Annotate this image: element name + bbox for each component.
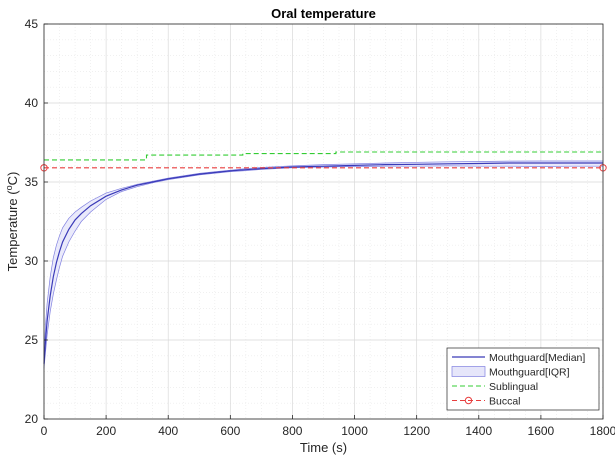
x-tick-label: 1800 [590,424,615,438]
y-axis-label: Temperature (oC) [4,172,20,272]
legend-box [446,347,600,411]
y-axis-ticks: 20 25 30 35 40 45 [25,17,48,426]
y-axis-label-main: Temperature ( [5,190,20,272]
legend-label: Mouthguard[Median] [489,352,585,364]
legend-label: Buccal [489,396,521,408]
sublingual-line [44,151,603,161]
legend-label: Sublingual [489,381,538,393]
x-axis-ticks: 0 200 400 600 800 1000 1200 1400 1600 1800 [41,415,615,438]
x-tick-label: 1200 [403,424,430,438]
x-tick-label: 800 [282,424,302,438]
iqr-lower-edge [43,165,603,369]
legend-swatch-buccal-marker [464,396,473,405]
chart-title: Oral temperature [271,6,376,21]
x-tick-label: 1000 [341,424,368,438]
x-tick-label: 0 [41,424,48,438]
legend-label: Mouthguard[IQR] [489,367,570,379]
x-tick-label: 1400 [465,424,492,438]
iqr-upper-edge [43,160,603,356]
y-tick-label: 35 [25,175,39,189]
x-axis-label: Time (s) [300,440,347,455]
y-axis-label-unit: C) [5,172,20,186]
y-tick-label: 45 [25,17,39,31]
y-tick-label: 40 [25,96,39,110]
x-tick-label: 1600 [528,424,555,438]
legend-swatch-iqr [451,366,486,377]
x-tick-label: 200 [96,424,116,438]
series-layer [40,151,607,369]
legend: Mouthguard[Median] Mouthguard[IQR] Subling… [446,347,600,411]
x-tick-label: 600 [220,424,240,438]
y-tick-label: 20 [25,412,39,426]
x-tick-label: 400 [158,424,178,438]
plot-frame [43,23,604,420]
median-line [43,162,603,364]
y-tick-label: 25 [25,333,39,347]
y-axis-label-superscript: o [4,185,14,190]
y-tick-label: 30 [25,254,39,268]
